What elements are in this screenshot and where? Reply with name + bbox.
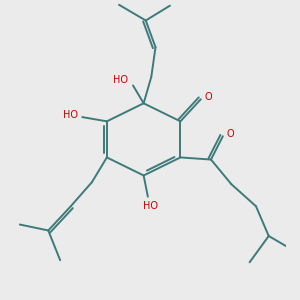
Text: HO: HO: [142, 201, 158, 211]
Text: HO: HO: [113, 75, 128, 85]
Text: O: O: [204, 92, 212, 102]
Text: O: O: [226, 129, 234, 139]
Text: HO: HO: [63, 110, 78, 120]
